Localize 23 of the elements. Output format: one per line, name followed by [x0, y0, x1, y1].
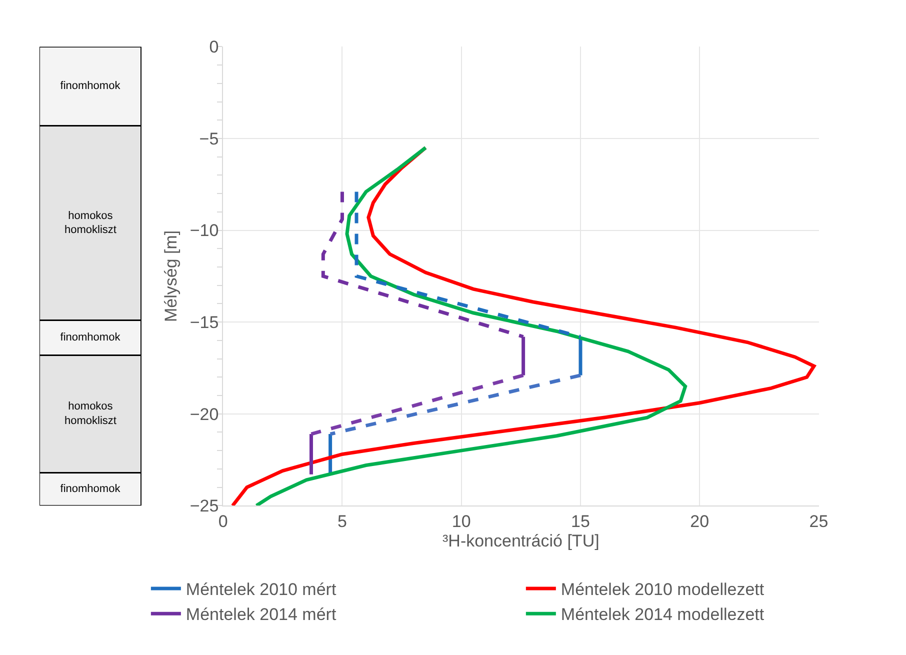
series-label: finomhomok: [60, 80, 121, 92]
series-label: homokos homokliszt: [64, 210, 116, 236]
legend-label: Méntelek 2010 mért: [186, 580, 336, 600]
y-tick-label: −10: [190, 221, 219, 240]
y-axis-title: Mélység [m]: [161, 230, 180, 322]
series-label: finomhomok: [60, 332, 121, 344]
x-tick-label: 15: [571, 512, 590, 532]
legend-label: Méntelek 2014 mért: [186, 605, 336, 624]
x-tick-label: 10: [452, 512, 471, 532]
y-tick-label: −5: [199, 129, 219, 148]
series-label: homokos homokliszt: [64, 400, 116, 428]
x-tick-label: 5: [337, 512, 347, 532]
x-tick-label: 20: [690, 512, 710, 532]
legend-label: Méntelek 2014 modellezett: [560, 605, 764, 624]
y-tick-label: −15: [190, 313, 219, 332]
legend-label: Méntelek 2010 modellezett: [560, 580, 764, 600]
y-tick-label: −25: [190, 496, 219, 516]
line-series: [254, 146, 688, 506]
x-axis-title: ³H-koncentráció [TU]: [442, 531, 600, 550]
y-tick-label: 0: [209, 38, 219, 57]
y-tick-label: −20: [190, 404, 219, 424]
series-label: finomhomok: [60, 483, 121, 496]
x-tick-label: 25: [809, 512, 828, 532]
